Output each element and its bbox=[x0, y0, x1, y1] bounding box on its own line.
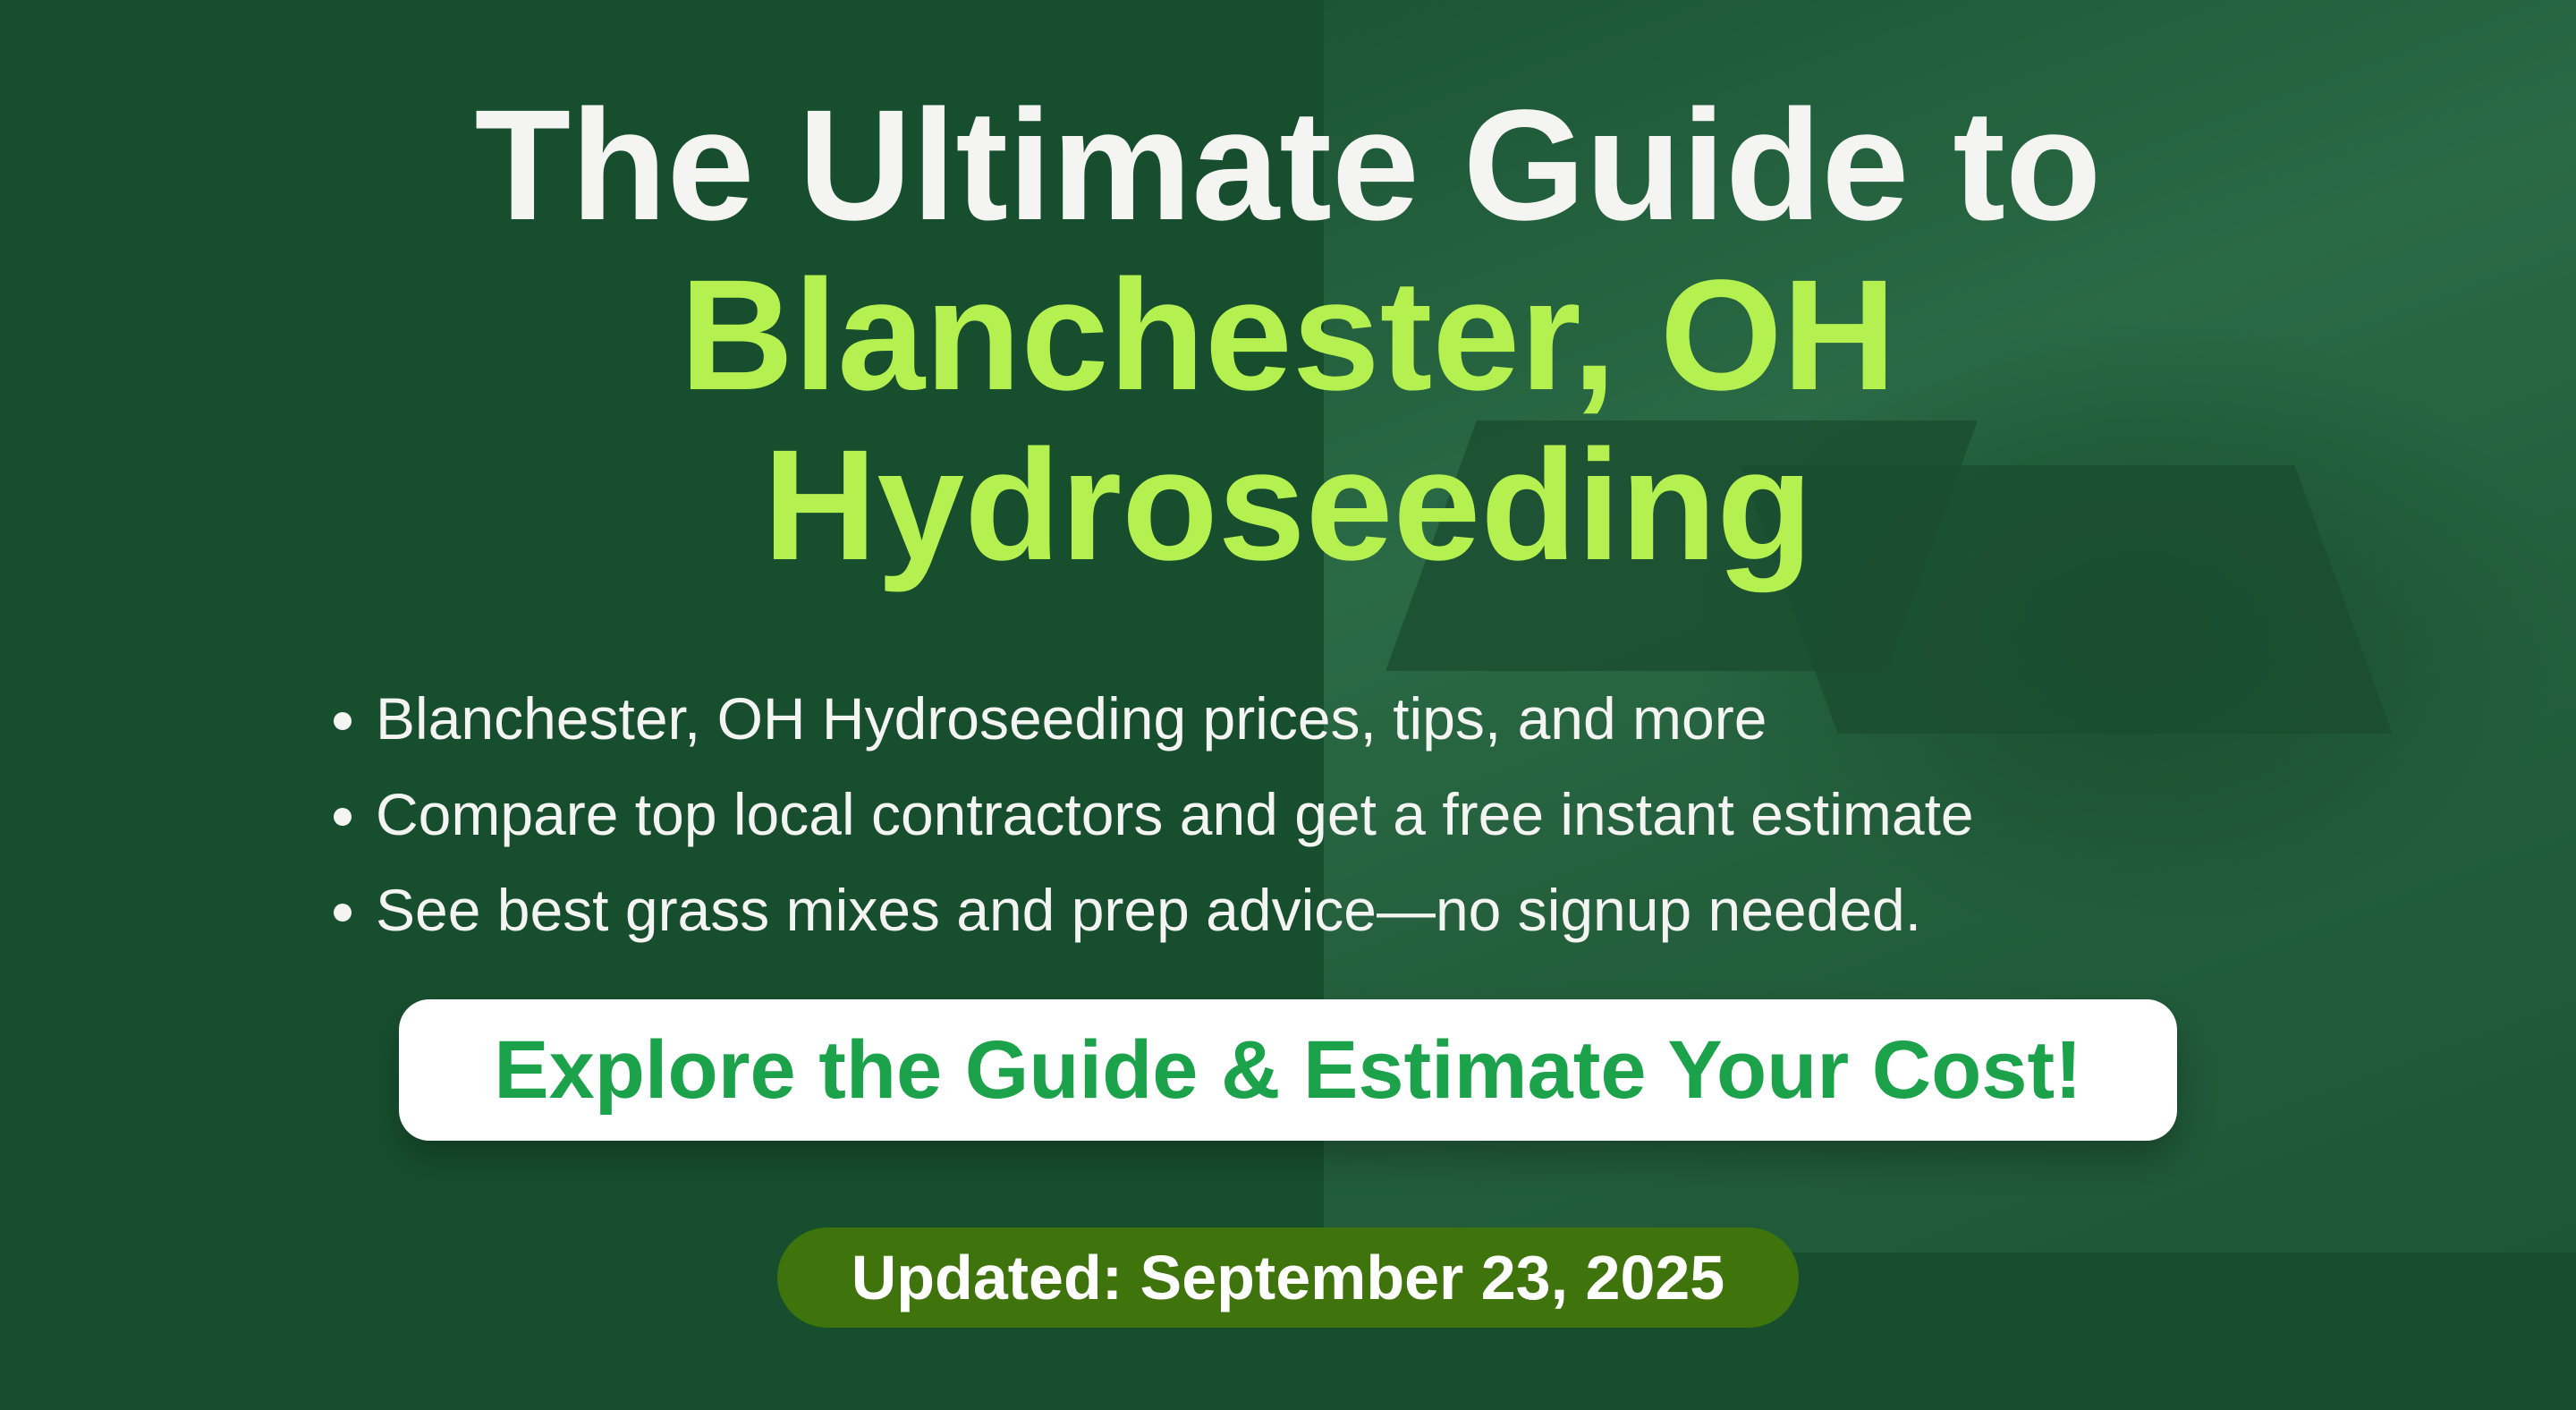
title-line-3: Hydroseeding bbox=[763, 418, 1813, 593]
page-title: The Ultimate Guide to Blanchester, OH Hy… bbox=[0, 81, 2576, 590]
updated-date-badge: Updated: September 23, 2025 bbox=[777, 1227, 1799, 1328]
title-line-1: The Ultimate Guide to bbox=[474, 78, 2102, 253]
list-item: Compare top local contractors and get a … bbox=[376, 767, 1974, 862]
explore-guide-button[interactable]: Explore the Guide & Estimate Your Cost! bbox=[399, 999, 2177, 1141]
title-line-2: Blanchester, OH bbox=[680, 248, 1896, 423]
updated-date-text: Updated: September 23, 2025 bbox=[851, 1243, 1725, 1312]
list-item: See best grass mixes and prep advice—no … bbox=[376, 862, 1974, 958]
feature-list: Blanchester, OH Hydroseeding prices, tip… bbox=[320, 671, 1974, 958]
list-item: Blanchester, OH Hydroseeding prices, tip… bbox=[376, 671, 1974, 767]
